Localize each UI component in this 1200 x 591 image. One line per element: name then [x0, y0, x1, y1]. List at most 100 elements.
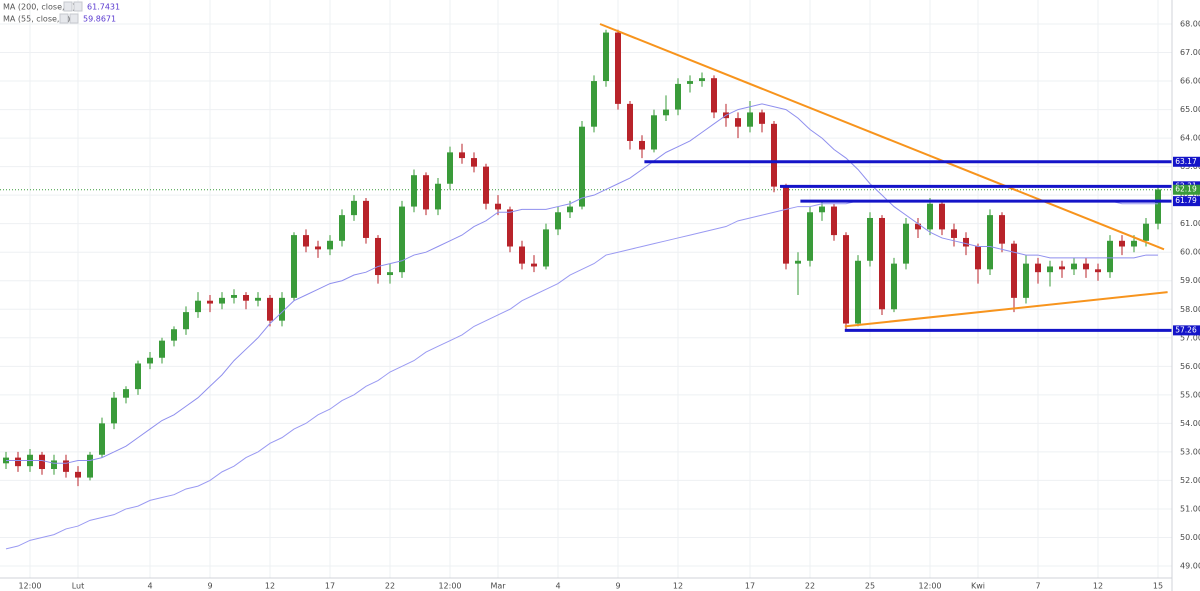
y-tick-label: 61.00	[1180, 219, 1200, 228]
candle-body	[1023, 263, 1029, 298]
x-tick-label: 9	[615, 582, 620, 591]
candle-body	[1107, 240, 1113, 273]
candle-body	[459, 152, 465, 159]
candle-body	[555, 212, 561, 230]
candle-body	[759, 112, 765, 124]
candle-body	[963, 237, 969, 247]
candle-body	[699, 78, 705, 82]
x-tick-label: 22	[805, 582, 815, 591]
y-tick-label: 67.00	[1180, 48, 1200, 57]
candle-body	[87, 454, 93, 478]
x-tick-label: 4	[555, 582, 560, 591]
candle-body	[1035, 263, 1041, 273]
candle-body	[819, 206, 825, 213]
grid	[0, 0, 1172, 578]
candle-body	[579, 126, 585, 207]
candle-body	[135, 363, 141, 390]
x-tick-label: Kwi	[971, 582, 985, 591]
candle-body	[891, 263, 897, 310]
y-tick-label: 60.00	[1180, 248, 1200, 257]
legend-icon[interactable]	[63, 1, 73, 12]
candle-body	[1083, 263, 1089, 270]
ma-line	[6, 103, 1158, 464]
candle-body	[243, 295, 249, 301]
legend-name: MA (55, close, 0)	[3, 15, 70, 24]
trendline	[599, 23, 1165, 251]
candle-body	[411, 175, 417, 207]
candle-body	[327, 240, 333, 250]
level-tag	[1173, 325, 1200, 336]
y-tick-label: 50.00	[1180, 533, 1200, 542]
plot	[0, 23, 1172, 550]
candle-body	[951, 229, 957, 238]
candle-body	[639, 140, 645, 150]
candle-body	[675, 83, 681, 110]
candle-body	[171, 329, 177, 341]
candle-body	[123, 389, 129, 398]
candle-body	[63, 460, 69, 472]
x-tick-label: 12:00	[438, 582, 461, 591]
y-tick-label: 59.00	[1180, 276, 1200, 285]
candle-body	[219, 297, 225, 304]
x-tick-label: 12:00	[918, 582, 941, 591]
candle-body	[855, 260, 861, 324]
x-tick-label: 12	[1093, 582, 1103, 591]
candle-body	[51, 460, 57, 470]
candle-body	[387, 272, 393, 276]
candle-body	[159, 340, 165, 358]
legend-icon[interactable]	[69, 13, 79, 24]
level-tag	[1173, 156, 1200, 167]
candle-body	[291, 235, 297, 298]
candle-body	[471, 158, 477, 167]
trendline	[844, 291, 1168, 328]
candle-body	[399, 206, 405, 273]
candle-body	[111, 397, 117, 424]
candle-body	[435, 183, 441, 210]
candle-body	[987, 215, 993, 270]
legend-icon[interactable]	[73, 1, 83, 12]
axes: 49.00 50.00 51.00 52.00 53.00 54.00 55.00 56.00…	[18, 20, 1200, 591]
level-label: 57.26	[1175, 325, 1197, 334]
candle-body	[831, 206, 837, 236]
candle-body	[147, 357, 153, 364]
candle-body	[1071, 263, 1077, 270]
y-tick-label: 62.00	[1180, 191, 1200, 200]
candle-body	[939, 203, 945, 230]
candle-body	[975, 246, 981, 270]
candle-body	[651, 115, 657, 150]
x-tick-label: 17	[745, 582, 755, 591]
legend-value: 61.7431	[87, 3, 120, 12]
candle-body	[363, 200, 369, 238]
candle-body	[207, 300, 213, 304]
x-tick-label: 25	[865, 582, 875, 591]
level-label: 61.79	[1175, 196, 1197, 205]
candle-body	[783, 186, 789, 264]
y-tick-label: 55.00	[1180, 390, 1200, 399]
y-tick-label: 52.00	[1180, 476, 1200, 485]
candle-body	[1155, 189, 1161, 224]
candle-body	[231, 295, 237, 298]
y-tick-label: 64.00	[1180, 134, 1200, 143]
y-tick-label: 58.00	[1180, 305, 1200, 314]
candle-body	[927, 203, 933, 230]
y-tick-label: 57.00	[1180, 333, 1200, 342]
candle-body	[303, 235, 309, 247]
candle-body	[183, 312, 189, 330]
candle-body	[339, 215, 345, 241]
candle-body	[99, 423, 105, 455]
candle-body	[423, 175, 429, 210]
candle-body	[75, 471, 81, 478]
y-tick-label: 68.00	[1180, 20, 1200, 29]
candle-body	[267, 297, 273, 321]
candle-body	[843, 235, 849, 324]
x-tick-label: 22	[385, 582, 395, 591]
candle-body	[999, 215, 1005, 244]
candle-body	[351, 200, 357, 216]
legend-icon[interactable]	[59, 13, 69, 24]
y-tick-label: 56.00	[1180, 362, 1200, 371]
candle-body	[567, 206, 573, 213]
x-tick-label: 7	[1035, 582, 1040, 591]
candle-body	[39, 454, 45, 470]
y-tick-label: 65.00	[1180, 105, 1200, 114]
